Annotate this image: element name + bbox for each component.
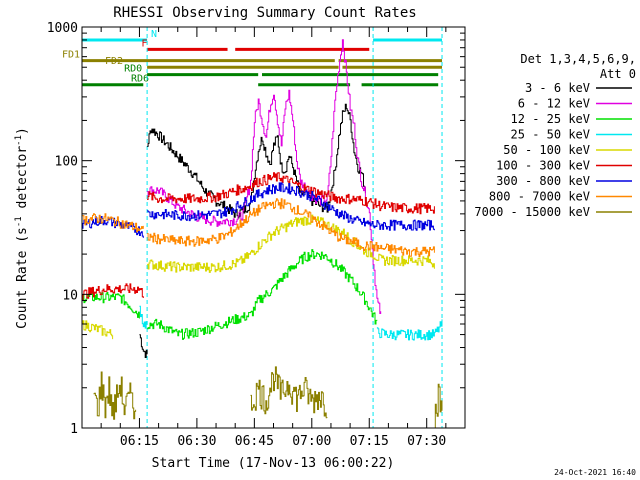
series-3-6-kev-segment-0 <box>139 334 148 358</box>
legend-label-800-7000-kev: 800 - 7000 keV <box>489 190 590 204</box>
flag-label-fd2: FD2 <box>105 56 123 67</box>
series-300-800-kev-segment-1 <box>147 182 435 231</box>
series-12-25-kev-segment-1 <box>147 249 378 340</box>
y-tick-label-1000: 1000 <box>47 21 78 36</box>
y-tick-label-100: 100 <box>55 155 78 170</box>
series-layer <box>82 39 443 429</box>
y-tick-label-1: 1 <box>70 422 78 437</box>
series-300-800-kev-segment-0 <box>82 216 144 238</box>
series-12-25-kev-segment-0 <box>82 292 140 319</box>
axes: 1 10 100 1000 06:15 06:30 06:45 07:00 07:15 07:30 <box>47 21 465 449</box>
series-100-300-kev-segment-1 <box>147 172 435 215</box>
x-tick-label-0730: 07:30 <box>407 434 446 449</box>
x-tick-label-0645: 06:45 <box>235 434 274 449</box>
flag-label-fd1: FD1 <box>62 50 80 61</box>
x-tick-label-0700: 07:00 <box>292 434 331 449</box>
legend-header-attenuator: Att 0 <box>600 67 636 81</box>
flag-label-rd6: RD6 <box>131 74 149 85</box>
timestamp: 24-Oct-2021 16:40 <box>554 468 636 477</box>
legend-label-100-300-kev: 100 - 300 keV <box>496 159 590 173</box>
legend-label-50-100-kev: 50 - 100 keV <box>503 143 590 157</box>
legend-label-300-800-kev: 300 - 800 keV <box>496 174 590 188</box>
series-50-100-kev-segment-0 <box>82 320 114 340</box>
series-3-6-kev-segment-1 <box>147 103 366 219</box>
x-tick-label-0715: 07:15 <box>350 434 389 449</box>
legend-label-6-12-kev: 6 - 12 keV <box>518 97 590 111</box>
legend-label-12-25-kev: 12 - 25 keV <box>511 112 590 126</box>
series-25-50-kev-segment-0 <box>139 305 148 329</box>
x-axis-label: Start Time (17-Nov-13 06:00:22) <box>152 456 395 471</box>
series-7000-15000-kev-segment-0 <box>93 371 137 420</box>
chart-title: RHESSI Observing Summary Count Rates <box>113 5 416 21</box>
flag-label-rd0: RD0 <box>124 64 142 75</box>
legend-label-25-50-kev: 25 - 50 keV <box>511 128 590 142</box>
series-7000-15000-kev-segment-2 <box>434 383 443 429</box>
series-100-300-kev-segment-0 <box>82 283 144 300</box>
x-tick-label-0630: 06:30 <box>177 434 216 449</box>
series-25-50-kev-segment-1 <box>376 319 443 341</box>
flag-label-n: N <box>151 29 157 40</box>
series-800-7000-kev-segment-1 <box>147 198 435 257</box>
series-50-100-kev-segment-1 <box>147 214 435 273</box>
series-800-7000-kev-segment-0 <box>82 213 144 233</box>
y-tick-label-10: 10 <box>62 288 78 303</box>
attenuator-marker-lines <box>146 27 443 428</box>
y-axis-label: Count Rate (s-1 detector-1) <box>14 127 30 329</box>
legend-label-7000-15000-kev: 7000 - 15000 keV <box>474 205 590 219</box>
series-7000-15000-kev-segment-1 <box>250 366 328 419</box>
flag-label-f: F <box>141 38 147 49</box>
legend-label-3-6-kev: 3 - 6 keV <box>525 81 590 95</box>
x-tick-label-0615: 06:15 <box>120 434 159 449</box>
legend-header-detectors: Det 1,3,4,5,6,9, <box>520 52 636 66</box>
legend: Det 1,3,4,5,6,9, Att 0 3 - 6 keV 6 - 12 k… <box>474 52 636 219</box>
series-6-12-kev-segment-0 <box>147 39 382 314</box>
